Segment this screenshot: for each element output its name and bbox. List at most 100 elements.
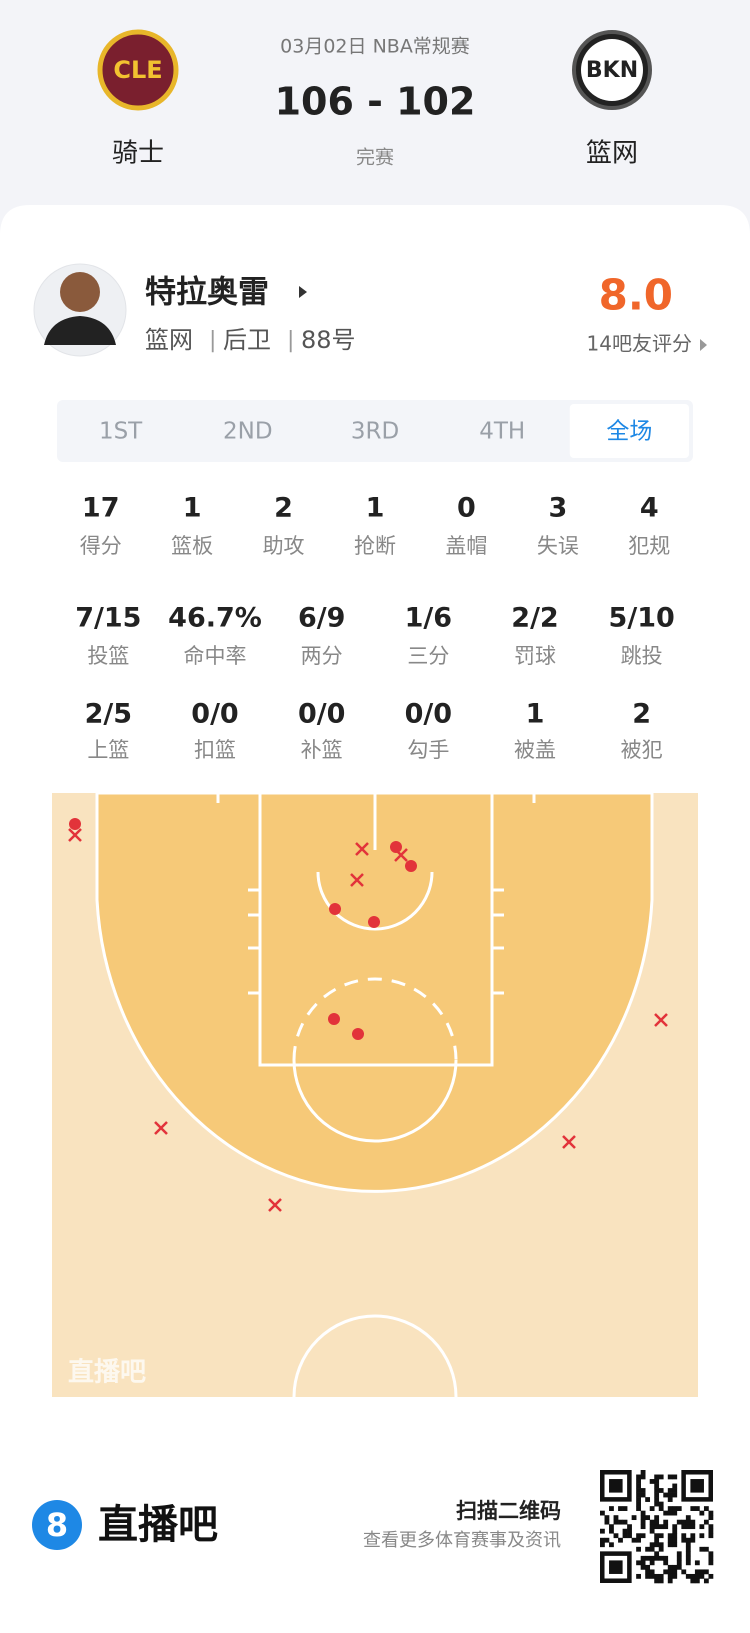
stat-value: 17 <box>82 493 120 524</box>
tab[interactable]: 1ST <box>99 419 143 445</box>
qr-module <box>690 1573 696 1579</box>
qr-module <box>667 1474 673 1480</box>
qr-module <box>672 1483 678 1489</box>
stat-value: 1/6 <box>405 603 452 634</box>
qr-module <box>649 1479 655 1484</box>
stat-label: 犯规 <box>628 534 670 558</box>
home-logo-text: CLE <box>113 56 162 84</box>
stat-label: 篮板 <box>171 534 213 558</box>
player-team: 篮网 <box>145 326 193 354</box>
qr-module <box>708 1515 714 1521</box>
free-throw-arc-dashed <box>292 977 458 1061</box>
qr-module <box>636 1479 641 1484</box>
stat-label: 两分 <box>301 644 343 668</box>
qr-module <box>672 1537 678 1543</box>
away-logo-inner <box>581 39 643 101</box>
brand-logo <box>32 1500 82 1550</box>
away-logo-text: BKN <box>586 58 638 83</box>
qr-module <box>622 1519 628 1525</box>
stat-value: 2/5 <box>85 699 132 730</box>
qr-module <box>690 1506 696 1511</box>
missed-shot <box>68 828 82 842</box>
qr-finder <box>609 1479 623 1493</box>
qr-module <box>631 1537 637 1543</box>
qr-module <box>631 1515 637 1521</box>
qr-module <box>636 1474 641 1480</box>
qr-module <box>672 1542 678 1548</box>
qr-module <box>667 1506 673 1511</box>
qr-module <box>649 1506 655 1511</box>
qr-module <box>672 1569 678 1575</box>
qr-module <box>667 1537 673 1543</box>
made-shot <box>405 860 417 872</box>
tab[interactable]: 3RD <box>351 419 399 445</box>
qr-module <box>640 1519 646 1525</box>
restricted-arc <box>316 871 434 931</box>
qr-module <box>658 1578 664 1584</box>
missed-shots <box>68 828 668 1212</box>
made-shot <box>390 841 402 853</box>
player-position: 后卫 <box>223 326 271 354</box>
qr-module <box>676 1564 682 1570</box>
qr-module <box>649 1546 655 1552</box>
player-name[interactable]: 特拉奥雷 <box>145 275 269 311</box>
qr-module <box>636 1546 641 1552</box>
court-lines <box>216 791 536 1398</box>
qr-module <box>600 1537 605 1543</box>
qr-module <box>636 1483 641 1489</box>
stat-value: 1 <box>526 699 545 730</box>
qr-module <box>654 1555 660 1561</box>
qr-module <box>658 1546 664 1552</box>
qr-module <box>622 1506 628 1511</box>
free-throw-arc <box>292 1059 458 1143</box>
qr-module <box>658 1533 664 1539</box>
tab[interactable]: 全场 <box>606 419 652 445</box>
qr-module <box>600 1528 605 1534</box>
qr-module <box>658 1488 664 1493</box>
qr-module <box>649 1524 655 1530</box>
rating: 8.0 <box>599 271 673 320</box>
qr-module <box>681 1569 687 1575</box>
qr-module <box>654 1492 660 1498</box>
qr-module <box>672 1524 678 1530</box>
stat-label: 失误 <box>537 534 579 558</box>
arrow <box>700 339 707 351</box>
qr-module <box>685 1542 691 1548</box>
qr-module <box>622 1533 628 1539</box>
qr-module <box>649 1542 655 1548</box>
qr-module <box>667 1497 673 1502</box>
stat-value: 3 <box>548 493 567 524</box>
qr-module <box>667 1542 673 1548</box>
qr-module <box>663 1555 669 1561</box>
missed-shot <box>268 1198 282 1212</box>
avatar-head <box>60 272 100 312</box>
qr-module <box>667 1533 673 1539</box>
stat-value: 6/9 <box>298 603 345 634</box>
tab[interactable]: 4TH <box>479 419 525 445</box>
qr-module <box>649 1560 655 1566</box>
qr-module <box>636 1560 641 1566</box>
qr-module <box>667 1564 673 1570</box>
qr-module <box>636 1492 641 1498</box>
qr-module <box>609 1524 614 1530</box>
qr-module <box>703 1506 709 1511</box>
missed-shot <box>562 1135 576 1149</box>
qr-module <box>708 1524 714 1530</box>
rating-note[interactable]: 14吧友评分 <box>587 332 692 356</box>
qr-module <box>654 1483 660 1489</box>
qr-module <box>685 1551 691 1557</box>
tab[interactable]: 2ND <box>223 419 273 445</box>
qr-module <box>667 1492 673 1498</box>
stat-value: 1 <box>366 493 385 524</box>
qr-module <box>654 1497 660 1502</box>
stat-label: 扣篮 <box>194 738 236 762</box>
stat-label: 上篮 <box>87 738 129 762</box>
away-name: 篮网 <box>586 139 638 169</box>
qr-module <box>649 1569 655 1575</box>
qr-module <box>672 1506 678 1511</box>
stat-value: 2 <box>632 699 651 730</box>
made-shot <box>69 818 81 830</box>
stat-label: 抢断 <box>354 534 396 558</box>
home-name: 骑士 <box>112 139 164 169</box>
qr-module <box>690 1519 696 1525</box>
